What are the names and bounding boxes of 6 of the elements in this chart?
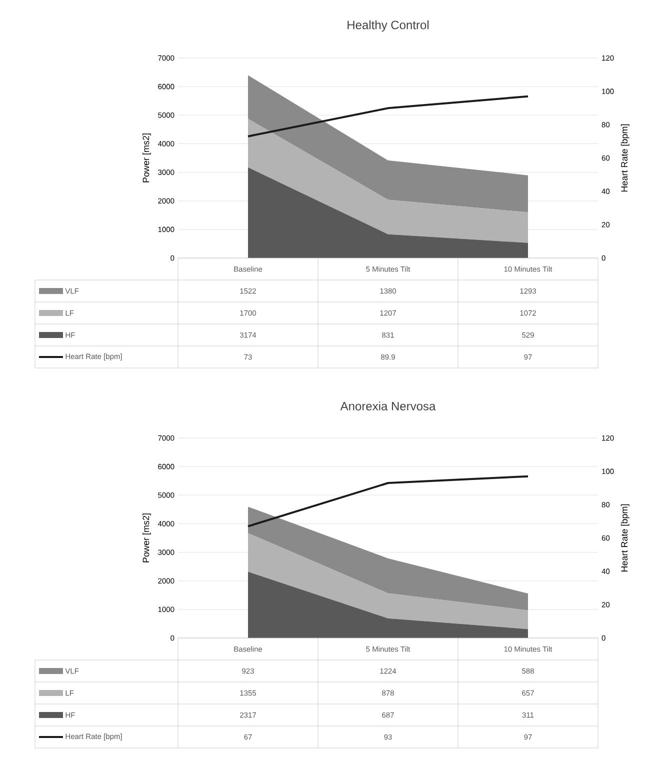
chart-title: Healthy Control [348, 20, 429, 32]
y-axis-title: Power [ms2] [142, 134, 151, 182]
y2-axis-title: Heart Rate [bpm] [620, 504, 630, 572]
y-axis-title: Power [ms2] [142, 514, 151, 562]
y2-axis-title: Heart Rate [bpm] [620, 124, 630, 192]
chart-title: Anorexia Nervosa [340, 402, 436, 410]
